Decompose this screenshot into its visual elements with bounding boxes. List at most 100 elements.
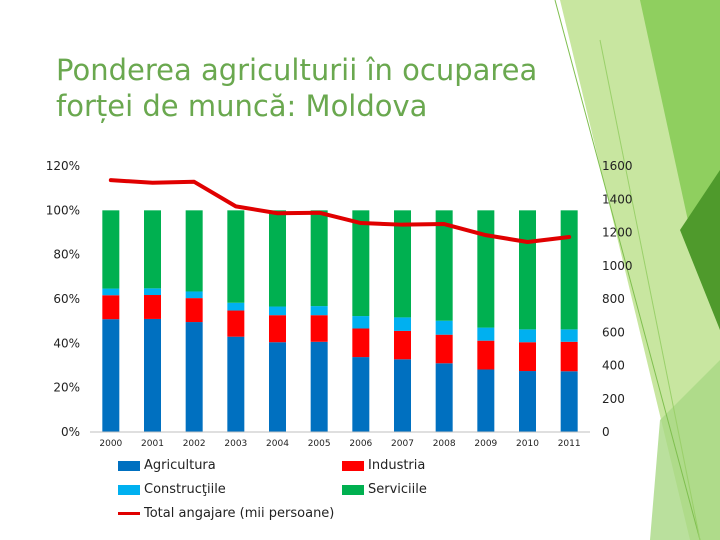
- x-tick-label: 2000: [99, 439, 122, 449]
- total-employment-point: [485, 234, 487, 236]
- bar-segment-servicii: [519, 210, 536, 330]
- bar-segment-agricultura: [477, 369, 495, 432]
- x-tick-label: 2011: [558, 439, 581, 449]
- bar-segment-constructii: [519, 329, 536, 343]
- bar-segment-agricultura: [394, 359, 411, 432]
- total-employment-point: [402, 224, 403, 226]
- y-left-tick-label: 80%: [53, 248, 80, 262]
- bar-segment-industria: [185, 298, 203, 323]
- bar-segment-industria: [394, 330, 411, 360]
- legend-item-total: Total angajare (mii persoane): [118, 506, 334, 521]
- total-employment-point: [235, 205, 237, 207]
- bar-segment-constructii: [102, 288, 120, 296]
- bar-segment-constructii: [185, 291, 203, 299]
- bar-segment-industria: [560, 341, 578, 372]
- total-employment-point: [527, 241, 528, 243]
- bar-segment-agricultura: [310, 341, 328, 432]
- y-left-tick-label: 20%: [53, 381, 80, 395]
- y-left-tick-label: 100%: [46, 203, 80, 217]
- bar-segment-constructii: [269, 306, 286, 316]
- y-right-tick-label: 400: [602, 359, 625, 373]
- bar-segment-servicii: [394, 210, 411, 318]
- decor-line-2: [599, 39, 701, 540]
- bar-segment-servicii: [185, 210, 203, 292]
- bar-segment-agricultura: [435, 363, 453, 432]
- x-tick-label: 2006: [349, 439, 372, 449]
- bar-segment-servicii: [102, 210, 120, 289]
- legend-swatch-industria: [342, 460, 364, 471]
- y-left-tick-label: 60%: [53, 292, 80, 306]
- bar-segment-servicii: [227, 210, 245, 303]
- bar-segment-servicii: [477, 210, 495, 328]
- y-right-tick-label: 1200: [602, 226, 633, 240]
- bar-segment-agricultura: [352, 357, 370, 432]
- bar-segment-industria: [227, 310, 245, 337]
- x-tick-label: 2001: [141, 439, 164, 449]
- legend-swatch-servicii: [342, 484, 364, 495]
- decor-shape-bottom: [650, 360, 720, 540]
- total-employment-point: [193, 181, 195, 183]
- bar-segment-constructii: [352, 316, 370, 329]
- x-tick-label: 2002: [183, 439, 206, 449]
- bar-segment-industria: [310, 315, 328, 342]
- total-employment-point: [568, 236, 570, 238]
- bar-segment-industria: [144, 295, 161, 319]
- bar-segment-agricultura: [519, 371, 536, 432]
- y-left-tick-label: 120%: [46, 159, 80, 173]
- bar-segment-constructii: [144, 288, 161, 296]
- legend-label-industria: Industria: [368, 458, 426, 473]
- x-tick-label: 2007: [391, 439, 414, 449]
- x-tick-label: 2003: [224, 439, 247, 449]
- x-tick-label: 2009: [474, 439, 497, 449]
- legend-item-servicii: Serviciile: [342, 482, 427, 497]
- legend-label-total: Total angajare (mii persoane): [144, 506, 335, 521]
- total-employment-point: [110, 179, 112, 181]
- x-tick-label: 2010: [516, 439, 539, 449]
- y-left-tick-label: 0%: [61, 425, 80, 439]
- bar-segment-agricultura: [269, 342, 286, 432]
- bar-segment-industria: [519, 342, 536, 372]
- legend-item-agricultura: Agricultura: [118, 458, 216, 473]
- bar-segment-industria: [102, 295, 120, 320]
- y-right-tick-label: 200: [602, 392, 625, 406]
- legend-swatch-constructii: [118, 484, 140, 495]
- total-employment-point: [360, 222, 362, 224]
- bar-segment-servicii: [435, 210, 453, 321]
- bar-segment-agricultura: [102, 319, 120, 432]
- bar-segment-servicii: [310, 210, 328, 307]
- bar-segment-servicii: [144, 210, 161, 289]
- bar-segment-constructii: [310, 306, 328, 316]
- bar-segment-industria: [477, 340, 495, 370]
- total-employment-point: [152, 182, 153, 184]
- chart-legend: Agricultura Industria Construcţiile Serv…: [110, 456, 490, 526]
- total-employment-point: [277, 212, 278, 214]
- bar-segment-servicii: [560, 210, 578, 330]
- x-tick-label: 2005: [308, 439, 331, 449]
- legend-swatch-agricultura: [118, 460, 140, 471]
- bar-segment-agricultura: [185, 322, 203, 432]
- bar-segment-constructii: [227, 302, 245, 311]
- y-right-tick-label: 800: [602, 292, 625, 306]
- bar-segment-constructii: [477, 327, 495, 341]
- bar-segment-constructii: [394, 317, 411, 331]
- total-employment-point: [318, 212, 320, 214]
- y-right-tick-label: 0: [602, 425, 610, 439]
- slide-title: Ponderea agriculturii în ocuparea forței…: [56, 53, 538, 123]
- decor-line: [554, 0, 701, 540]
- bar-segment-servicii: [269, 210, 286, 307]
- bar-segment-agricultura: [560, 371, 578, 432]
- bar-segment-constructii: [560, 329, 578, 342]
- bar-segment-agricultura: [227, 336, 245, 432]
- total-employment-point: [443, 223, 445, 225]
- bar-segment-agricultura: [144, 318, 161, 432]
- x-tick-label: 2008: [433, 439, 456, 449]
- total-employment-line: [108, 178, 572, 244]
- bar-segment-industria: [435, 334, 453, 364]
- legend-label-agricultura: Agricultura: [144, 458, 216, 473]
- y-right-tick-label: 600: [602, 325, 625, 339]
- legend-item-constructii: Construcţiile: [118, 482, 226, 497]
- bar-segment-servicii: [352, 210, 370, 317]
- y-right-tick-label: 1400: [602, 192, 633, 206]
